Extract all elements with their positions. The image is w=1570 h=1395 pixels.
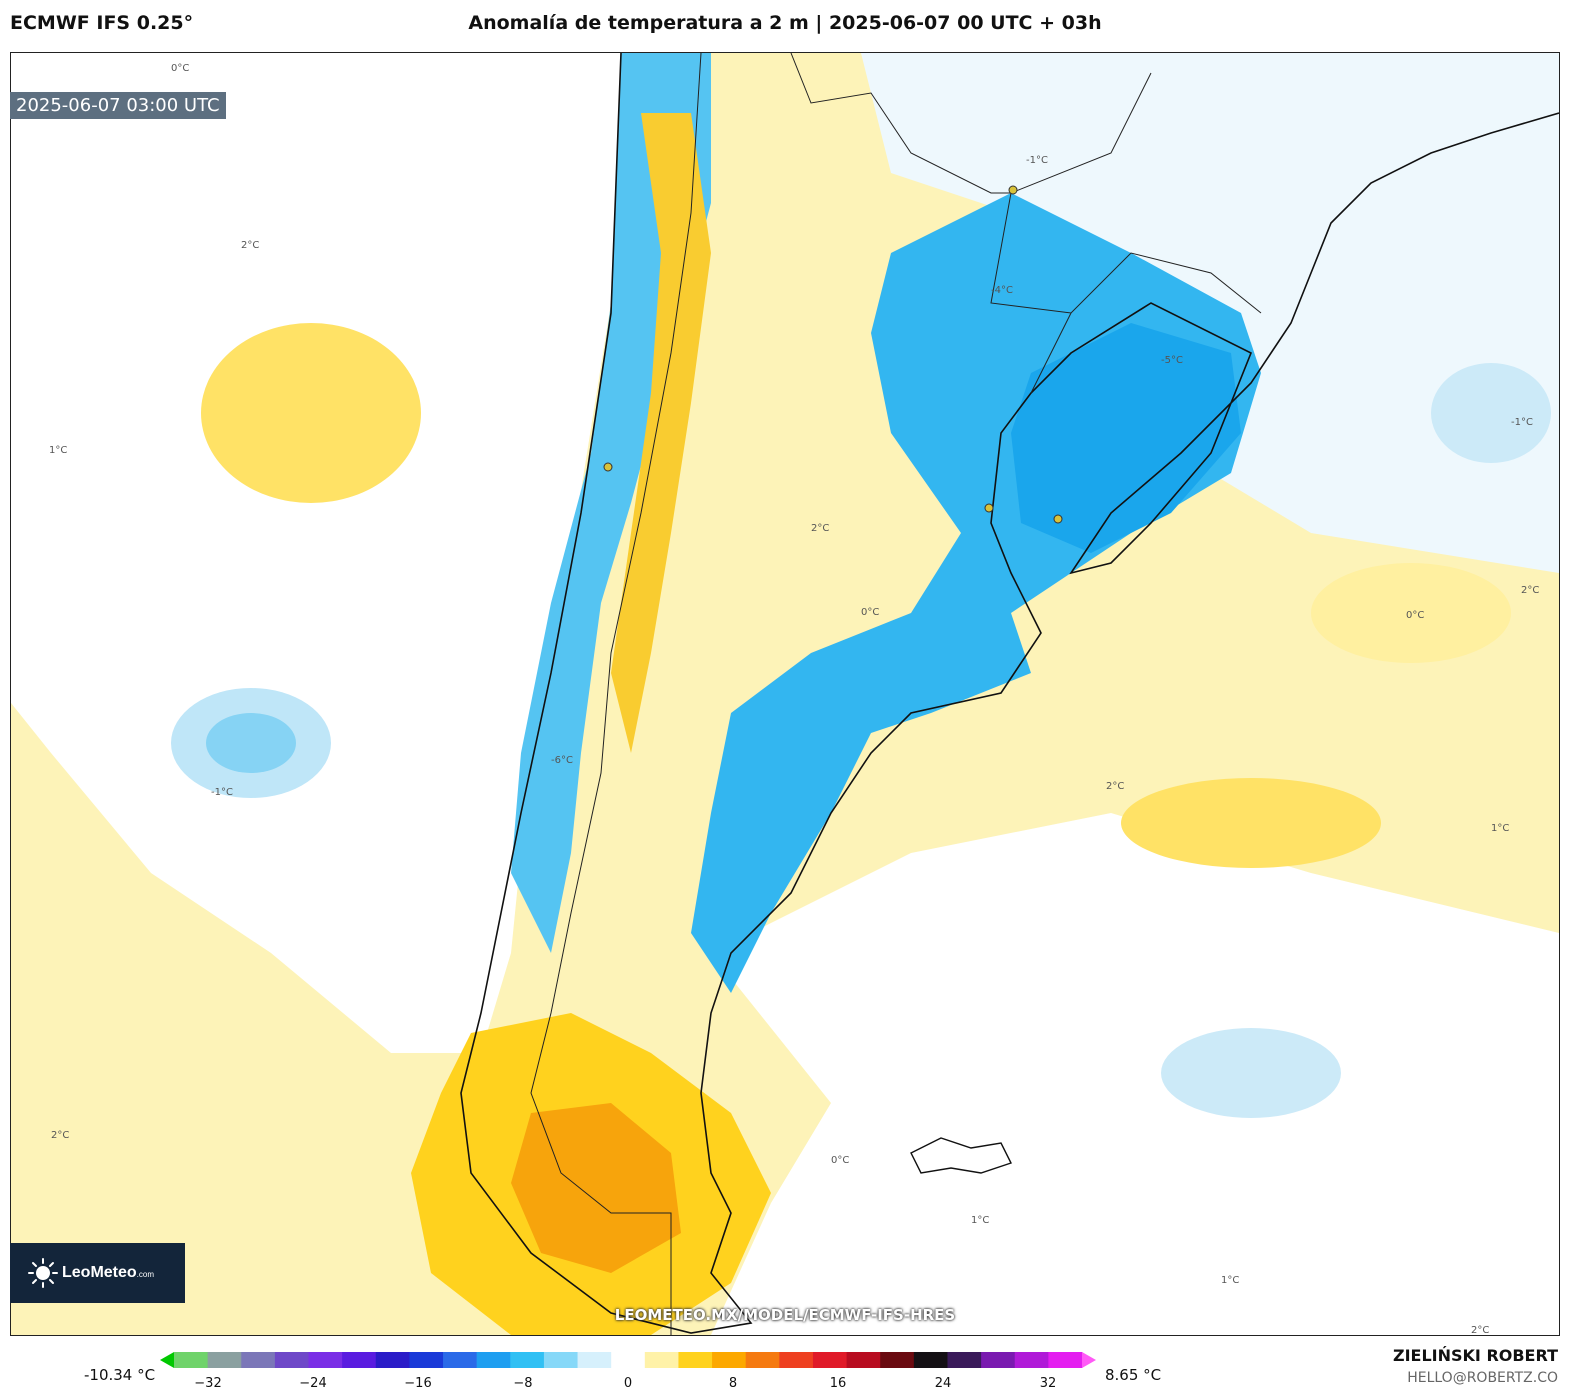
temperature-anomaly-map: 0°C 2°C 1°C 2°C 0°C 2°C -1°C -1°C -1°C -… (10, 52, 1560, 1336)
colorbar-swatch (174, 1352, 209, 1368)
colorbar-swatch (1014, 1352, 1049, 1368)
city-marker (603, 462, 613, 472)
colorbar-swatch (947, 1352, 982, 1368)
cold-anomaly-core (1011, 323, 1241, 553)
colorbar-swatch (274, 1352, 310, 1368)
colorbar-swatch (981, 1352, 1016, 1368)
colorbar-tick-label: 32 (1039, 1376, 1057, 1391)
colorbar-swatch (577, 1352, 612, 1368)
warm-patch-west (201, 323, 421, 503)
contour-label: -1°C (1026, 155, 1048, 166)
map-title: Anomalía de temperatura a 2 m | 2025-06-… (468, 12, 1102, 34)
colorbar-swatch (678, 1352, 713, 1368)
author-credit: ZIELIŃSKI ROBERT (1392, 1346, 1558, 1365)
colorbar-tick-label: −16 (404, 1376, 432, 1391)
colorbar-swatch (510, 1352, 545, 1368)
colorbar-swatch (308, 1352, 343, 1368)
cold-pocket-east (1431, 363, 1551, 463)
map-canvas: 0°C 2°C 1°C 2°C 0°C 2°C -1°C -1°C -1°C -… (11, 53, 1559, 1335)
contour-label: 2°C (1521, 585, 1539, 596)
colorbar-min-label: -10.34 °C (84, 1366, 156, 1384)
contour-label: -1°C (211, 787, 233, 798)
author-email: HELLO@ROBERTZ.CO (1407, 1370, 1558, 1386)
colorbar-swatch (880, 1352, 915, 1368)
colorbar-swatch (712, 1352, 747, 1368)
neutral-zone-east (711, 813, 1559, 1335)
colorbar-swatch (745, 1352, 780, 1368)
warm-patch-east (1311, 563, 1511, 663)
colorbar-tick-label: −32 (194, 1376, 222, 1391)
warm-patch-southeast (1121, 778, 1381, 868)
contour-label: -6°C (551, 755, 573, 766)
contour-label: 0°C (171, 63, 189, 74)
colorbar-swatch (342, 1352, 377, 1368)
sun-icon (28, 1258, 58, 1288)
colorbar-tick-label: −8 (513, 1376, 533, 1391)
contour-label: 0°C (1406, 610, 1424, 621)
contour-label: 2°C (241, 240, 259, 251)
colorbar-swatch (375, 1352, 410, 1368)
contour-label: 2°C (1106, 781, 1124, 792)
source-url-watermark: LEOMETEO.MX/MODEL/ECMWF-IFS-HRES (614, 1306, 956, 1324)
contour-label: 0°C (831, 1155, 849, 1166)
contour-label: 1°C (1491, 823, 1509, 834)
contour-label: -1°C (1511, 417, 1533, 428)
colorbar-tick-label: 8 (728, 1376, 738, 1391)
colorbar-max-label: 8.65 °C (1105, 1366, 1162, 1384)
contour-label: -5°C (1161, 355, 1183, 366)
falkland-islands (910, 1137, 1012, 1174)
colorbar-swatch (846, 1352, 881, 1368)
colorbar-swatch (241, 1352, 276, 1368)
colorbar-min-arrow (160, 1352, 174, 1368)
colorbar-swatch (409, 1352, 444, 1368)
colorbar-tick-label: −24 (299, 1376, 327, 1391)
warm-strip-andes (611, 113, 711, 753)
colorbar-tick-label: 0 (623, 1376, 633, 1391)
colorbar (160, 1352, 1096, 1368)
colorbar-tick-label: 24 (934, 1376, 952, 1391)
valid-time-badge: 2025-06-07 03:00 UTC (10, 92, 226, 119)
border-chile-argentina (530, 53, 702, 1335)
leometeo-logo[interactable]: LeoMeteo.com (10, 1243, 185, 1303)
colorbar-swatch (1048, 1352, 1083, 1368)
cold-pocket-west-core (206, 713, 296, 773)
cold-pocket-southeast (1161, 1028, 1341, 1118)
colorbar-swatch (913, 1352, 948, 1368)
colorbar-swatch (644, 1352, 679, 1368)
colorbar-max-arrow (1082, 1352, 1096, 1368)
colorbar-swatch (476, 1352, 511, 1368)
coastline-south-america (460, 53, 1559, 1334)
colorbar-swatch (611, 1352, 646, 1368)
colorbar-swatch (779, 1352, 814, 1368)
contour-label: 2°C (1471, 1325, 1489, 1335)
contour-label: 1°C (971, 1215, 989, 1226)
contour-label: 2°C (51, 1130, 69, 1141)
warm-anomaly-patagonia-core (511, 1103, 681, 1273)
city-marker (1008, 185, 1018, 195)
contour-label: 1°C (49, 445, 67, 456)
colorbar-swatch (812, 1352, 848, 1368)
contour-label: 1°C (1221, 1275, 1239, 1286)
contour-label: 2°C (811, 523, 829, 534)
logo-text: LeoMeteo.com (62, 1264, 155, 1281)
contour-label: -4°C (991, 285, 1013, 296)
colorbar-tick-label: 16 (829, 1376, 847, 1391)
colorbar-swatch (543, 1352, 579, 1368)
colorbar-swatch (443, 1352, 478, 1368)
city-marker (1053, 514, 1063, 524)
contour-label: 0°C (861, 607, 879, 618)
neutral-zone-west (11, 53, 631, 1053)
model-name: ECMWF IFS 0.25° (10, 12, 194, 34)
city-marker (984, 503, 994, 513)
colorbar-swatch (207, 1352, 242, 1368)
